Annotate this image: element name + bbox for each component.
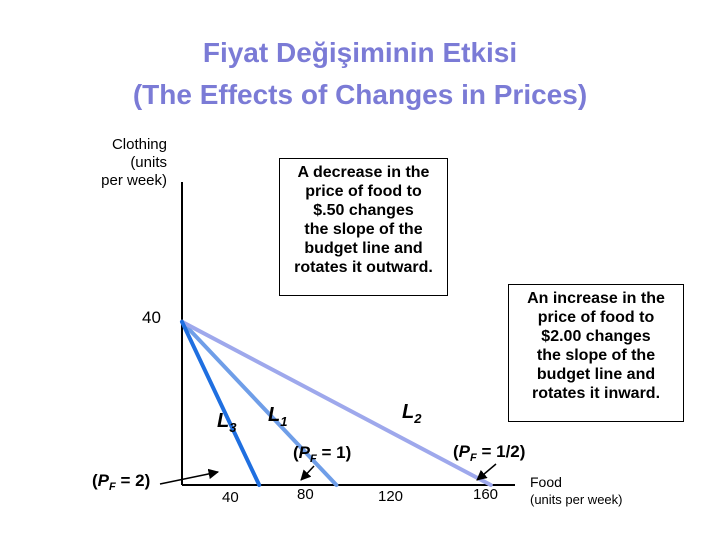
x-axis-label-line-2: (units per week) <box>530 492 623 507</box>
x-tick-80: 80 <box>297 486 314 503</box>
decrease-line-3: $.50 changes <box>313 202 414 219</box>
decrease-line-6: rotates it outward. <box>294 259 433 276</box>
x-tick-160: 160 <box>473 486 498 503</box>
increase-line-3: $2.00 changes <box>541 328 651 345</box>
price-label-pf-1: (PF = 1) <box>293 443 351 465</box>
increase-line-6: rotates it inward. <box>531 385 661 402</box>
title-line-1: Fiyat Değişiminin Etkisi <box>202 37 518 68</box>
decrease-explanation-box: A decrease in the price of food to $.50 … <box>279 158 448 296</box>
y-axis-label-line-1: Clothing <box>111 136 167 153</box>
increase-line-1: An increase in the <box>527 290 665 307</box>
decrease-line-1: A decrease in the <box>297 164 430 181</box>
budget-line-l1 <box>180 319 339 487</box>
line-label-l2: L2 <box>402 401 422 426</box>
increase-line-4: the slope of the <box>536 347 656 364</box>
increase-line-2: price of food to <box>537 309 655 326</box>
decrease-line-5: budget line and <box>304 240 423 257</box>
line-label-l1: L1 <box>268 404 287 429</box>
increase-explanation-box: An increase in the price of food to $2.0… <box>508 284 684 422</box>
increase-line-5: budget line and <box>536 366 656 383</box>
arrow-pf-1 <box>300 465 315 481</box>
line-label-l3: L3 <box>217 410 237 435</box>
decrease-line-2: price of food to <box>305 183 422 200</box>
x-axis-label: Food (units per week) <box>530 474 622 508</box>
arrow-pf-half <box>476 463 497 481</box>
x-axis-label-line-1: Food <box>530 474 562 490</box>
decrease-line-4: the slope of the <box>304 221 423 238</box>
y-axis-label: Clothing (units per week) <box>57 136 167 190</box>
budget-line-l3 <box>180 319 262 487</box>
budget-line-l2 <box>180 319 493 487</box>
price-label-pf-2: (PF = 2) <box>92 471 150 493</box>
y-axis-label-line-2: (units <box>130 154 167 171</box>
title-line-2: (The Effects of Changes in Prices) <box>132 79 588 110</box>
y-tick-40: 40 <box>142 308 161 327</box>
price-label-pf-half: (PF = 1/2) <box>453 442 525 464</box>
y-axis-label-line-3: per week) <box>101 172 167 189</box>
arrow-pf-2 <box>159 468 220 485</box>
x-tick-120: 120 <box>378 488 403 505</box>
x-tick-40: 40 <box>222 489 239 506</box>
